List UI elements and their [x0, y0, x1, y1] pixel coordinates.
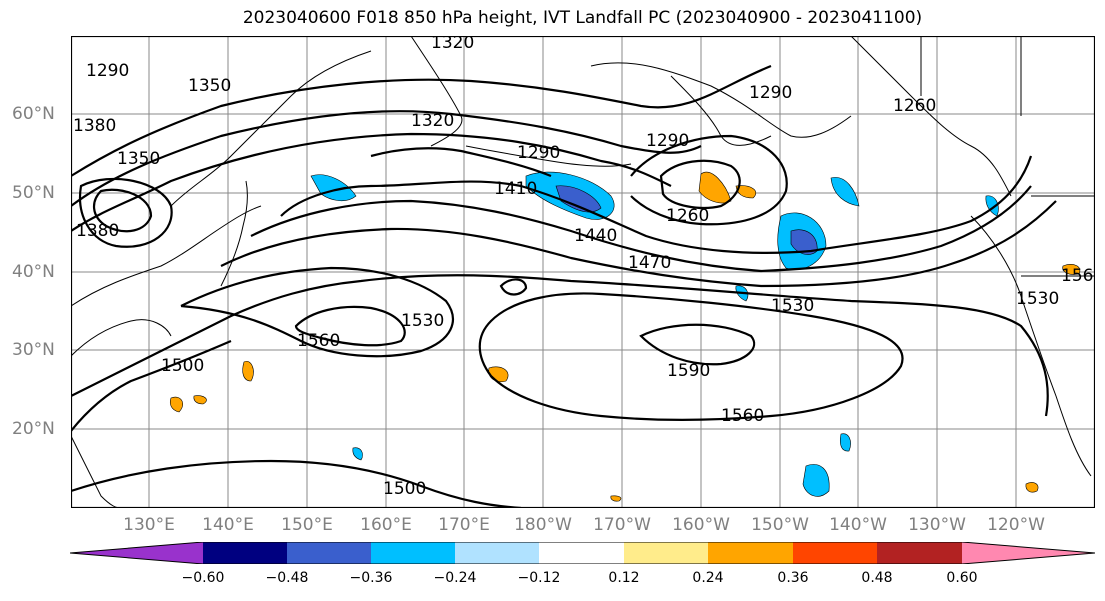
colorbar — [70, 542, 1095, 564]
lat-label-40n: 40°N — [12, 262, 55, 282]
colorbar-tick: −0.36 — [349, 570, 393, 586]
map-title: 2023040600 F018 850 hPa height, IVT Land… — [242, 8, 923, 28]
lon-label-120w: 120°W — [987, 515, 1045, 535]
colorbar-tick: 0.60 — [946, 570, 978, 586]
colorbar-tick: −0.48 — [265, 570, 309, 586]
ivt-positive-patch — [1062, 264, 1081, 275]
colorbar-segment — [539, 542, 624, 564]
map-panel: 1290 1320 1350 1380 1350 1380 1320 1290 … — [71, 36, 1095, 508]
colorbar-tick: 0.48 — [861, 570, 893, 586]
height-contours — [71, 64, 1057, 508]
map-frame — [71, 36, 1095, 508]
colorbar-segment — [371, 542, 455, 564]
ivt-negative-patch — [985, 195, 999, 217]
contour-label: 1560 — [297, 331, 340, 351]
colorbar-tick: −0.24 — [433, 570, 477, 586]
contour-label: 1590 — [667, 361, 710, 381]
colorbar-segment — [962, 542, 1095, 564]
contour-label: 1500 — [383, 479, 426, 499]
ivt-positive-patch — [610, 495, 622, 502]
lon-label-170e: 170°E — [438, 515, 490, 535]
lat-label-50n: 50°N — [12, 183, 55, 203]
ivt-positive-patch — [735, 185, 757, 199]
ivt-positive-patch — [169, 396, 183, 413]
ivt-negative-patch — [830, 177, 860, 207]
ivt-negative-patch — [839, 433, 851, 452]
lon-label-160w: 160°W — [672, 515, 730, 535]
colorbar-segment — [203, 542, 287, 564]
contour-label: 1530 — [401, 311, 444, 331]
contour-label: 1260 — [893, 96, 936, 116]
contour-label: 1350 — [188, 76, 231, 96]
colorbar-tick: 0.24 — [692, 570, 724, 586]
colorbar-segments — [70, 542, 1095, 564]
colorbar-tick: −0.60 — [181, 570, 225, 586]
colorbar-tick: −0.12 — [517, 570, 561, 586]
contour-label: 1560 — [721, 406, 764, 426]
lon-label-150e: 150°E — [281, 515, 333, 535]
lat-label-30n: 30°N — [12, 340, 55, 360]
lat-label-60n: 60°N — [12, 104, 55, 124]
contour-label: 1380 — [76, 221, 119, 241]
lon-label-140e: 140°E — [202, 515, 254, 535]
ivt-negative-patch — [802, 464, 830, 497]
colorbar-segment — [624, 542, 708, 564]
colorbar-segment — [877, 542, 962, 564]
contour-label: 1290 — [517, 143, 560, 163]
ivt-positive-patch — [193, 395, 207, 405]
contour-label: 1530 — [1016, 289, 1059, 309]
contour-label: 1380 — [73, 116, 116, 136]
contour-label: 1530 — [771, 296, 814, 316]
lon-label-130e: 130°E — [123, 515, 175, 535]
contour-label: 1410 — [494, 179, 537, 199]
lon-label-150w: 150°W — [751, 515, 809, 535]
contour-label: 1260 — [666, 206, 709, 226]
contour-label: 1350 — [117, 149, 160, 169]
colorbar-tick: 0.36 — [777, 570, 809, 586]
contour-label: 1500 — [161, 356, 204, 376]
contour-label: 1290 — [646, 131, 689, 151]
lon-label-130w: 130°W — [908, 515, 966, 535]
colorbar-segment — [793, 542, 877, 564]
ivt-positive-patch — [242, 360, 254, 382]
colorbar-segment — [70, 542, 203, 564]
colorbar-tick: 0.12 — [608, 570, 640, 586]
ivt-positive-patch — [698, 171, 732, 204]
ivt-negative-core-patch — [555, 185, 602, 213]
colorbar-segment — [287, 542, 371, 564]
ivt-positive-patch — [1025, 482, 1039, 493]
contour-label: 1290 — [86, 61, 129, 81]
contour-label: 1560 — [1061, 266, 1095, 286]
contour-label: 1440 — [574, 226, 617, 246]
ivt-negative-patch — [352, 447, 363, 461]
colorbar-segment — [455, 542, 539, 564]
lon-label-160e: 160°E — [360, 515, 412, 535]
contour-label: 1320 — [431, 36, 474, 53]
contour-label: 1320 — [411, 111, 454, 131]
colorbar-segment — [708, 542, 793, 564]
contour-label: 1470 — [628, 253, 671, 273]
lon-label-170w: 170°W — [593, 515, 651, 535]
lon-label-180w: 180°W — [514, 515, 572, 535]
contour-labels: 1290 1320 1350 1380 1350 1380 1320 1290 … — [73, 36, 1095, 499]
contour-label: 1290 — [749, 83, 792, 103]
lat-label-20n: 20°N — [12, 419, 55, 439]
lon-label-140w: 140°W — [829, 515, 887, 535]
ivt-shading — [169, 171, 1081, 502]
